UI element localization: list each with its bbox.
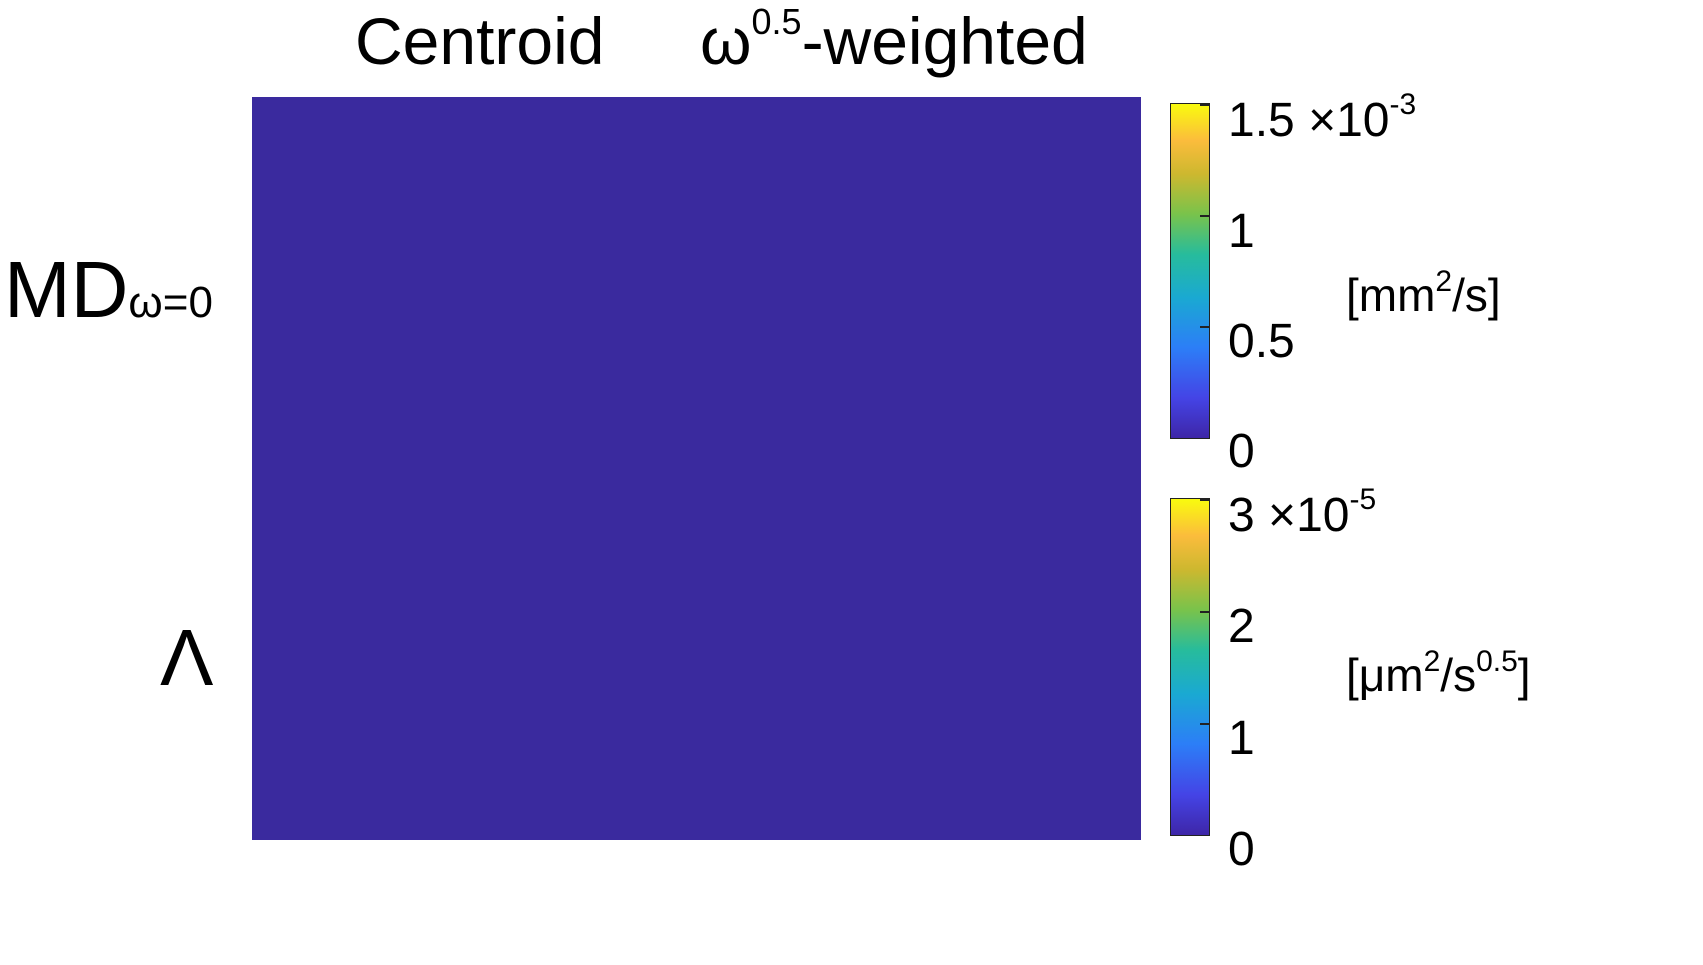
md-unit-label: [mm2/s] [1346,267,1501,321]
exponent-base: ×10 [1308,94,1390,147]
md-label: MD [4,245,129,334]
unit-part: /s [1440,649,1477,701]
image-panel [252,97,1141,840]
lambda-tick-2: 2 [1228,600,1255,653]
lambda-unit-label: [μm2/s0.5] [1346,647,1531,701]
unit-part: /s] [1452,269,1501,321]
unit-sup: 2 [1435,265,1453,298]
omega-exponent: 0.5 [751,1,802,42]
md-tick-0-5: 0.5 [1228,315,1295,368]
unit-sup: 0.5 [1476,645,1518,678]
md-exponent: ×10-3 [1308,90,1416,147]
exponent-sup: -5 [1349,483,1377,516]
colorbar-md [1170,103,1210,439]
row-label-md: MDω=0 [4,250,213,330]
colorbar-lambda [1170,498,1210,836]
omega-symbol: ω [700,4,752,78]
exponent-sup: -3 [1389,88,1417,121]
lambda-tick-max: 3 ×10-5 [1228,485,1376,542]
tick-mark [1200,723,1209,725]
tick-mark [1200,611,1209,613]
unit-part: [mm [1346,269,1436,321]
tick-mark [1200,499,1209,501]
md-subscript: ω=0 [128,278,213,327]
exponent-base: ×10 [1268,489,1350,542]
md-tick-max: 1.5 ×10-3 [1228,90,1416,147]
tick-label: 3 [1228,489,1255,542]
tick-label: 1.5 [1228,94,1295,147]
tick-mark [1200,215,1209,217]
unit-sup: 2 [1423,645,1441,678]
md-tick-0: 0 [1228,425,1255,478]
parametric-maps-figure [252,97,1141,840]
tick-mark [1200,326,1209,328]
lambda-exponent: ×10-5 [1268,485,1376,542]
md-tick-1: 1 [1228,205,1255,258]
unit-part: ] [1517,649,1531,701]
panel-background [252,97,1141,840]
tick-mark [1200,104,1209,106]
lambda-tick-1: 1 [1228,712,1255,765]
unit-part: [μm [1346,649,1424,701]
column-title-weighted: ω0.5-weighted [700,4,1088,75]
weighted-label: -weighted [801,4,1088,78]
row-label-lambda: Λ [160,613,214,702]
lambda-tick-0: 0 [1228,823,1255,876]
column-title-centroid: Centroid [355,4,605,78]
